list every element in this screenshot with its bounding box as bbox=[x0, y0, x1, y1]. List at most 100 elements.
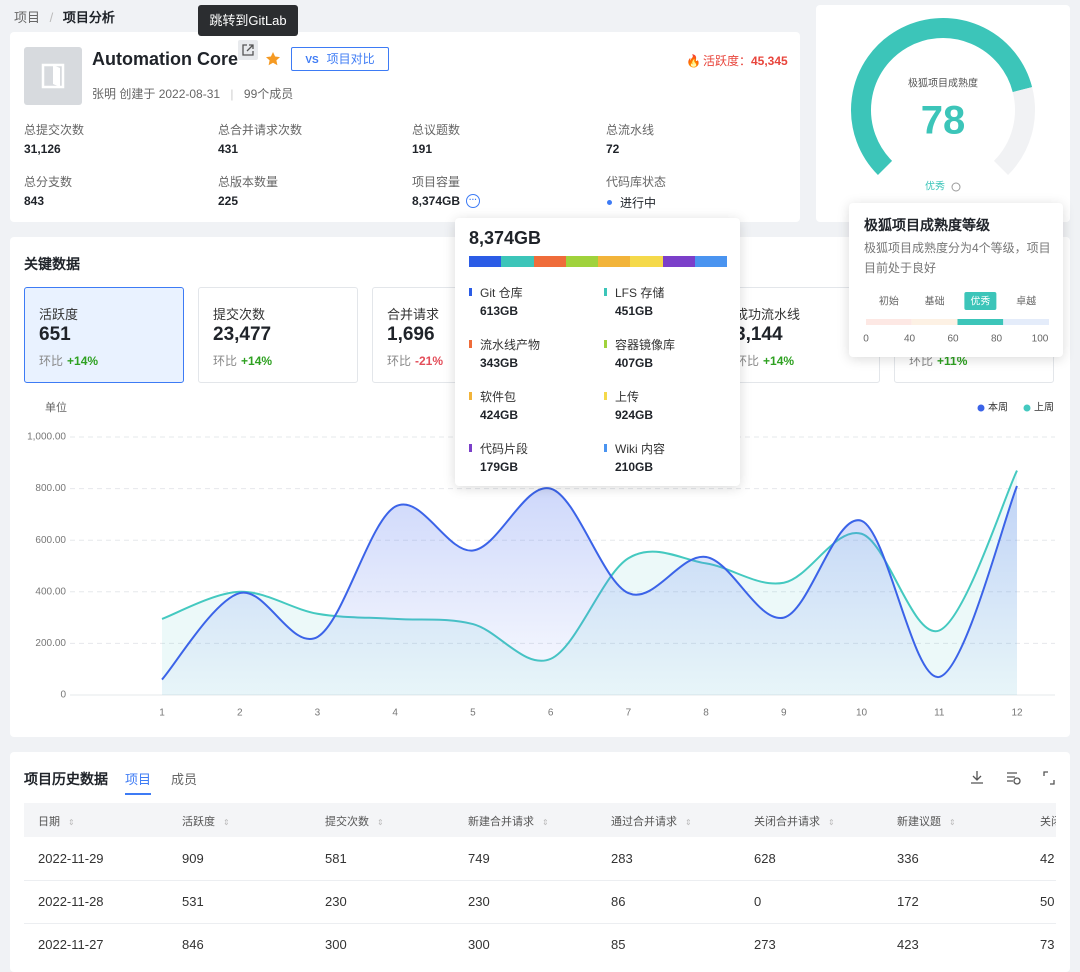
item-size: 343GB bbox=[480, 356, 519, 370]
header-text: 关闭合并请求 bbox=[754, 816, 820, 828]
popover-title: 极狐项目成熟度等级 bbox=[864, 217, 990, 233]
table-cell: 581 bbox=[325, 851, 347, 866]
storage-total: 8,374GB bbox=[469, 228, 542, 248]
item-name: 流水线产物 bbox=[480, 338, 541, 352]
metric-change: 环比 +11% bbox=[909, 352, 967, 369]
column-header[interactable]: 关闭合并请求 ⇕ bbox=[754, 813, 835, 829]
level-label: 优秀 bbox=[970, 295, 990, 308]
column-header[interactable]: 提交次数 ⇕ bbox=[325, 813, 384, 829]
change-label: 环比 bbox=[909, 354, 934, 368]
change-value: +11% bbox=[937, 354, 968, 368]
legend-swatch bbox=[604, 288, 607, 296]
column-header[interactable]: 关闭议题⇕ bbox=[1040, 813, 1056, 829]
change-value: +14% bbox=[67, 354, 99, 368]
crumb[interactable]: 项目 bbox=[14, 10, 41, 25]
stat-value: 191 bbox=[412, 142, 432, 156]
stat-label: 代码库状态 bbox=[606, 175, 667, 189]
change-label: 环比 bbox=[213, 354, 238, 368]
value-text: 31,126 bbox=[24, 142, 61, 156]
y-tick-label: 1,000.00 bbox=[27, 432, 66, 443]
filter-icon[interactable] bbox=[1007, 772, 1021, 785]
tab-active[interactable]: 项目 bbox=[125, 769, 152, 795]
sort-icon: ⇕ bbox=[542, 818, 549, 827]
download-icon[interactable] bbox=[971, 771, 983, 784]
change-value: +14% bbox=[241, 354, 273, 368]
info-icon[interactable] bbox=[951, 182, 961, 192]
stat-label: 总版本数量 bbox=[218, 175, 279, 189]
item-name: 软件包 bbox=[480, 390, 517, 404]
gauge: 极狐项目成熟度 78 优秀 bbox=[851, 18, 1035, 193]
scale-segment bbox=[911, 319, 958, 325]
metric-value: 23,477 bbox=[213, 324, 272, 345]
metric-label: 活跃度 bbox=[39, 307, 79, 322]
stat-value: 8,374GB ··· bbox=[412, 194, 481, 208]
metric-value: 651 bbox=[39, 324, 71, 345]
metric-change: 环比 +14% bbox=[213, 352, 272, 369]
history-card bbox=[10, 752, 1070, 972]
x-tick-label: 2 bbox=[237, 708, 243, 719]
metric-card: 活跃度 651 环比 +14% bbox=[24, 287, 184, 383]
external-link[interactable] bbox=[238, 40, 258, 60]
x-tick-label: 3 bbox=[315, 708, 321, 719]
tab[interactable]: 成员 bbox=[171, 772, 198, 787]
gauge-score: 78 bbox=[921, 99, 966, 143]
maturity-popover: 极狐项目成熟度等级 极狐项目成熟度分为4个等级，项目目前处于良好 初始 基础 优秀 卓… bbox=[849, 203, 1063, 357]
item-size: 451GB bbox=[615, 304, 654, 318]
change-label: 环比 bbox=[39, 354, 64, 368]
table-cell: 423 bbox=[897, 937, 919, 952]
header-text: 通过合并请求 bbox=[611, 816, 677, 828]
column-header[interactable]: 新建议题 ⇕ bbox=[897, 813, 956, 829]
value-text: 72 bbox=[606, 142, 620, 156]
legend-swatch bbox=[469, 444, 472, 452]
table-cell: 172 bbox=[897, 894, 919, 909]
stat-value: 431 bbox=[218, 142, 238, 156]
table-cell: 0 bbox=[754, 894, 762, 909]
item-name: Git 仓库 bbox=[480, 286, 523, 300]
level-badge bbox=[964, 292, 997, 310]
level-scale: 初始 基础 优秀 卓越 0 40 60 80 100 bbox=[863, 292, 1049, 345]
value-text: 8,374GB bbox=[412, 194, 461, 208]
table-cell: 50 bbox=[1040, 894, 1055, 909]
vs-badge: VS bbox=[305, 55, 319, 66]
table-cell: 2022-11-28 bbox=[38, 894, 104, 909]
star[interactable] bbox=[265, 51, 281, 67]
column-header[interactable]: 活跃度 ⇕ bbox=[182, 813, 230, 829]
y-tick-label: 600.00 bbox=[35, 535, 66, 546]
metric-value: 1,696 bbox=[387, 324, 435, 345]
table-cell: 300 bbox=[468, 937, 490, 952]
metric-value: 3,144 bbox=[735, 324, 783, 345]
change-label: 环比 bbox=[387, 354, 412, 368]
legend-label: 上周 bbox=[1034, 402, 1054, 414]
x-tick-label: 11 bbox=[934, 708, 945, 719]
metric-label: 提交次数 bbox=[213, 307, 266, 322]
value-text: 进行中 bbox=[620, 196, 657, 210]
toolbar bbox=[971, 771, 1055, 785]
metric-change: 环比 -21% bbox=[387, 352, 443, 369]
item-size: 407GB bbox=[615, 356, 654, 370]
change-value: +14% bbox=[763, 354, 795, 368]
scale-segment bbox=[957, 319, 1004, 325]
item-name: Wiki 内容 bbox=[615, 442, 665, 456]
column-header[interactable]: 新建合并请求 ⇕ bbox=[468, 813, 549, 829]
column-header[interactable]: 日期 ⇕ bbox=[38, 813, 75, 829]
table-cell: 909 bbox=[182, 851, 204, 866]
more-button[interactable]: ··· bbox=[466, 194, 481, 208]
header-text: 提交次数 bbox=[325, 816, 369, 828]
sort-icon: ⇕ bbox=[949, 818, 956, 827]
scale-segment bbox=[1003, 319, 1049, 325]
level-label: 卓越 bbox=[1016, 295, 1036, 308]
x-tick-label: 4 bbox=[392, 708, 398, 719]
y-tick-label: 200.00 bbox=[35, 638, 66, 649]
stat-value: 31,126 bbox=[24, 142, 61, 156]
table-cell: 86 bbox=[611, 894, 626, 909]
section-title: 关键数据 bbox=[24, 256, 80, 272]
gauge-label: 极狐项目成熟度 bbox=[908, 77, 978, 90]
fullscreen-icon[interactable] bbox=[1043, 771, 1055, 785]
history-table: 日期⇕活跃度⇕提交次数⇕新建合并请求⇕通过合并请求⇕关闭合并请求⇕新建议题⇕关闭… bbox=[24, 803, 1056, 966]
scale-tick: 80 bbox=[991, 334, 1003, 345]
column-header[interactable]: 通过合并请求 ⇕ bbox=[611, 813, 692, 829]
compare-button[interactable]: VS 项目对比 bbox=[291, 47, 389, 71]
project-meta: 张明 创建于 2022-08-31 | 99个成员 bbox=[92, 85, 293, 102]
section-title: 项目历史数据 bbox=[24, 771, 108, 787]
